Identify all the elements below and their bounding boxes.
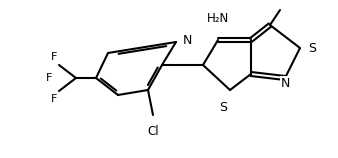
Text: F: F: [46, 73, 52, 83]
Text: Cl: Cl: [147, 125, 159, 138]
Text: S: S: [219, 101, 227, 114]
Text: N: N: [280, 77, 290, 90]
Text: N: N: [183, 33, 192, 46]
Text: S: S: [308, 42, 316, 55]
Text: H₂N: H₂N: [207, 12, 229, 25]
Text: F: F: [51, 52, 57, 62]
Text: F: F: [51, 94, 57, 104]
